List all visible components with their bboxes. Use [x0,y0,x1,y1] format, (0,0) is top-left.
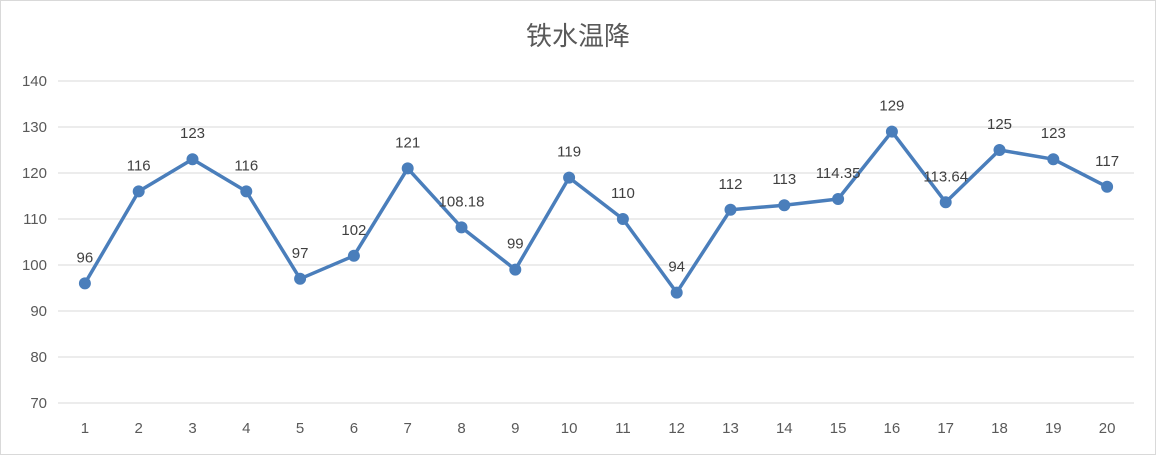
gridlines [58,80,1134,404]
chart-title: 铁水温降 [526,22,630,52]
x-axis-ticks: 1 2 3 4 5 6 7 8 9 10 11 12 13 14 15 16 17 18 19 20 [81,420,1116,437]
x-tick-label: 20 [1099,420,1116,437]
x-tick-label: 13 [722,420,739,437]
x-tick-label: 17 [937,420,954,437]
data-label: 119 [557,144,581,161]
data-point [186,153,199,166]
data-point [616,213,629,225]
x-tick-label: 5 [296,420,304,437]
y-tick-label: 140 [22,73,47,90]
x-tick-label: 11 [615,420,631,437]
data-label: 110 [611,185,635,202]
data-label: 108.18 [439,193,485,210]
y-tick-label: 130 [22,119,47,136]
y-tick-label: 70 [30,395,47,412]
data-label: 129 [879,98,904,115]
data-label: 125 [987,116,1012,133]
x-tick-label: 7 [404,420,412,437]
y-tick-label: 80 [30,349,47,366]
x-tick-label: 16 [884,420,901,437]
data-label: 102 [341,222,366,239]
data-point [778,199,791,212]
series [83,129,1109,295]
x-tick-label: 6 [350,420,358,437]
data-label: 97 [292,245,309,262]
data-labels: 96 116 123 116 97 102 121 108.18 99 119 110 94 112 11… [77,98,1120,276]
data-label: 113.64 [923,168,968,185]
data-point [563,171,576,184]
y-tick-label: 110 [23,211,47,228]
x-tick-label: 15 [830,420,847,437]
y-tick-label: 100 [22,257,47,274]
data-label: 94 [668,259,685,276]
data-label: 112 [719,176,743,193]
data-point [509,263,522,276]
x-tick-label: 8 [457,420,465,437]
data-point [1101,180,1114,193]
x-tick-label: 4 [242,420,250,437]
data-point [78,277,91,290]
data-label: 113 [772,171,796,188]
data-point [455,221,468,234]
y-tick-label: 120 [22,165,47,182]
data-point [939,196,952,209]
x-tick-label: 9 [511,420,519,437]
data-point [401,162,414,175]
x-tick-label: 2 [135,420,143,437]
data-point [132,185,145,198]
data-point [724,203,737,216]
data-point [993,144,1006,156]
data-label: 123 [1041,125,1066,142]
data-label: 116 [234,157,258,174]
x-tick-label: 12 [668,420,685,437]
data-point [294,272,307,285]
y-axis-ticks: 70 80 90 100 110 120 130 140 [22,73,47,412]
data-label: 123 [180,125,205,142]
x-tick-label: 19 [1045,420,1062,437]
series-line [83,129,1109,295]
x-tick-label: 14 [776,420,793,437]
data-label: 99 [507,236,524,253]
data-label: 96 [77,249,94,266]
data-label: 114.35 [816,165,861,182]
data-points [78,125,1114,299]
x-tick-label: 18 [991,420,1008,437]
data-label: 121 [395,134,420,151]
data-label: 117 [1095,153,1119,170]
data-point [1047,153,1060,166]
x-tick-label: 10 [561,420,578,437]
y-tick-label: 90 [30,303,47,320]
data-label: 116 [127,157,151,174]
data-point [832,192,845,205]
data-point [670,286,683,299]
data-point [240,185,253,198]
data-point [885,125,898,138]
x-tick-label: 3 [188,420,196,437]
data-point [347,249,360,262]
x-tick-label: 1 [81,420,89,437]
